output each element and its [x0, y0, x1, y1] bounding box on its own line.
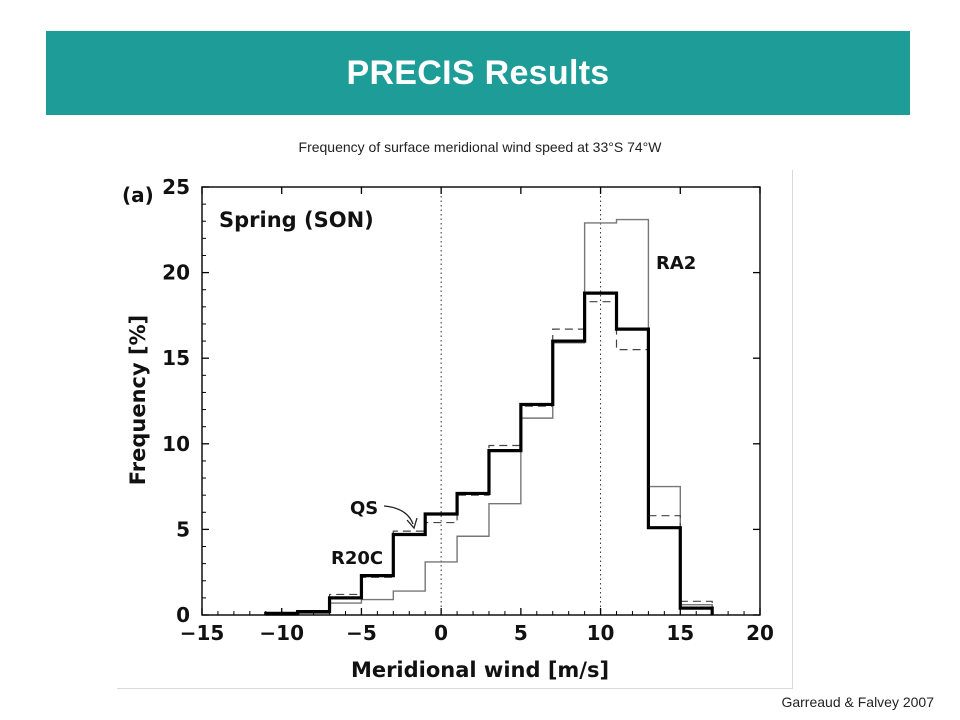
- series-r20c-line: [264, 291, 714, 615]
- x-axis-label: Meridional wind [m/s]: [351, 658, 609, 682]
- slide-title: PRECIS Results: [346, 53, 610, 92]
- title-bar: PRECIS Results: [46, 31, 910, 115]
- y-tick-label: 10: [162, 432, 190, 456]
- chart-subtitle: Frequency of surface meridional wind spe…: [298, 139, 662, 155]
- bar-r20c: [489, 451, 521, 615]
- bar-r20c: [457, 493, 489, 615]
- y-tick-label: 5: [176, 517, 190, 541]
- source-credit: Garreaud & Falvey 2007: [781, 694, 934, 710]
- y-tick-label: 20: [162, 261, 190, 285]
- plot-frame: [201, 186, 761, 616]
- inset-title: Spring (SON): [219, 208, 374, 232]
- y-tick-label: 25: [162, 175, 190, 199]
- bar-qs: [553, 329, 585, 615]
- bar-qs: [457, 495, 489, 615]
- bar-r20c: [521, 404, 553, 615]
- bar-qs: [361, 577, 393, 615]
- histogram-chart: −15 −10 −5 0 5 10 15 20 0 5 10 15 20 25 (a) Spring (S…: [122, 175, 774, 682]
- x-tick-label: 0: [434, 621, 448, 645]
- x-tick-label: 20: [746, 621, 774, 645]
- x-tick-label: −10: [259, 621, 304, 645]
- bar-qs: [489, 446, 521, 615]
- x-tick-label: −15: [180, 621, 225, 645]
- x-tick-label: 5: [514, 621, 528, 645]
- bar-ra2: [489, 504, 521, 615]
- y-tick-label: 15: [162, 346, 190, 370]
- bar-r20c: [393, 535, 425, 615]
- bar-r20c: [617, 329, 649, 615]
- bar-r20c: [553, 341, 585, 615]
- annotation-qs: QS: [350, 498, 378, 519]
- series-ra2-line: [265, 218, 713, 616]
- bar-qs: [648, 516, 680, 615]
- bar-ra2: [648, 487, 680, 615]
- annotation-qs-arrow: [383, 505, 414, 525]
- figure-frame: [117, 170, 793, 689]
- bar-ra2: [457, 536, 489, 615]
- panel-label: (a): [122, 183, 154, 207]
- x-tick-label: 10: [587, 621, 615, 645]
- bar-qs: [393, 531, 425, 615]
- bar-r20c: [361, 576, 393, 615]
- bar-ra2: [617, 220, 649, 615]
- bar-r20c: [648, 528, 680, 615]
- y-axis-label: Frequency [%]: [126, 315, 150, 485]
- axis-ticks: −15 −10 −5 0 5 10 15 20 0 5 10 15 20 25: [162, 175, 774, 645]
- bar-qs: [521, 406, 553, 615]
- x-tick-label: 15: [666, 621, 694, 645]
- bar-qs: [617, 350, 649, 615]
- histogram-series: [264, 218, 714, 616]
- y-tick-label: 0: [176, 603, 190, 627]
- annotation-qs-arrowhead: [406, 517, 418, 530]
- x-tick-label: −5: [346, 621, 377, 645]
- annotation-ra2: RA2: [656, 253, 696, 274]
- annotation-r20c: R20C: [331, 548, 383, 569]
- bar-ra2: [553, 343, 585, 615]
- bar-ra2: [521, 418, 553, 615]
- reference-lines: [440, 187, 602, 615]
